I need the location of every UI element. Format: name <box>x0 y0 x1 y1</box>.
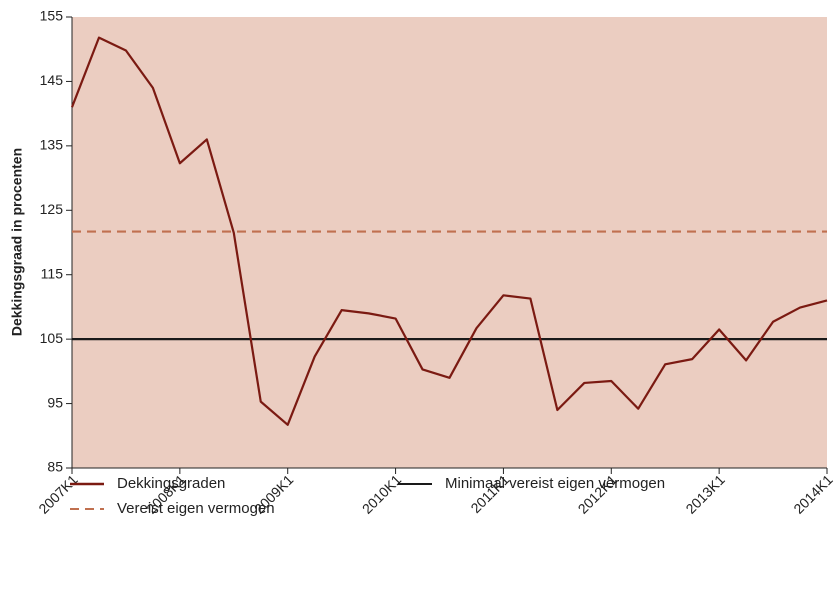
legend-label: Vereist eigen vermogen <box>117 500 275 517</box>
x-tick-label: 2014K1 <box>790 471 836 517</box>
x-tick-label: 2010K1 <box>359 471 405 517</box>
y-tick-label: 115 <box>41 265 64 281</box>
x-tick-label: 2013K1 <box>682 471 728 517</box>
y-tick-label: 95 <box>47 394 63 410</box>
y-tick-label: 85 <box>47 459 63 475</box>
x-tick-label: 2007K1 <box>35 471 81 517</box>
legend-label: Dekkingsgraden <box>117 475 225 492</box>
plot-background <box>72 17 827 468</box>
y-tick-label: 125 <box>40 201 64 217</box>
y-tick-label: 145 <box>40 72 64 88</box>
y-tick-label: 105 <box>40 330 64 346</box>
y-tick-label: 155 <box>40 8 64 24</box>
legend-label: Minimaal vereist eigen vermogen <box>445 475 665 492</box>
data-line <box>70 36 828 426</box>
y-tick-label: 135 <box>40 137 64 153</box>
y-axis-label: Dekkingsgraad in procenten <box>9 148 25 336</box>
